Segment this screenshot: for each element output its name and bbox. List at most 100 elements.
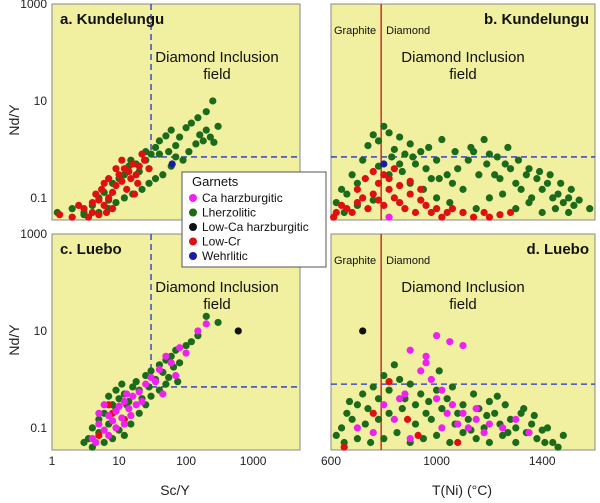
point-lherzolitic [427,175,435,183]
series-low-ca-harzburgitic [234,327,242,335]
y-tick-label: 1000 [20,0,47,11]
point-lherzolitic [491,171,499,179]
point-low-cr [343,205,351,213]
point-lherzolitic [175,359,184,367]
point-lherzolitic [525,165,533,173]
point-lherzolitic [332,431,340,440]
point-ca-harzburgitic [115,402,123,410]
point-lherzolitic [409,153,417,161]
y-axis-label-top: Nd/Y [6,104,22,136]
point-ca-harzburgitic [525,428,533,437]
point-low-cr [364,205,372,213]
point-lherzolitic [446,198,454,207]
panel-c: 1000 10 0.1 1 10 100 1000 c. Luebo Diamond Inclu… [20,227,301,468]
point-lherzolitic [209,97,217,105]
point-lherzolitic [535,167,544,176]
diamond-label: Diamond [386,25,430,37]
point-low-cr [102,208,111,217]
point-lherzolitic [506,165,515,173]
point-lherzolitic [543,179,552,187]
point-lherzolitic [380,371,388,380]
y-tick-label: 0.1 [30,191,47,205]
point-lherzolitic [406,140,414,148]
point-ca-harzburgitic [147,373,155,382]
point-ca-harzburgitic [443,409,451,417]
point-lherzolitic [337,424,346,432]
point-lherzolitic [433,156,441,164]
point-lherzolitic [448,383,457,391]
point-lherzolitic [499,431,507,440]
point-lherzolitic [343,409,351,417]
point-lherzolitic [167,126,175,134]
point-lherzolitic [179,156,187,164]
point-low-cr [485,213,493,221]
point-lherzolitic [425,397,433,406]
point-lherzolitic [162,132,170,140]
point-low-cr [80,205,88,213]
point-lherzolitic [398,167,406,176]
point-lherzolitic [388,153,396,161]
point-lherzolitic [393,428,401,437]
point-low-cr [140,156,149,164]
point-ca-harzburgitic [427,375,435,384]
legend-title: Garnets [192,174,239,189]
panel-a: 1000 10 0.1 a. Kundelungu Diamond Inclusionf… [20,0,301,221]
point-lherzolitic [364,405,372,413]
point-low-cr [330,213,338,221]
point-low-cr [98,185,106,193]
point-low-cr [396,181,404,190]
point-lherzolitic [202,126,210,134]
panel-title: c. Luebo [60,241,122,258]
point-low-cr [361,175,369,183]
point-ca-harzburgitic [129,392,137,400]
point-lherzolitic [172,153,180,161]
point-lherzolitic [520,405,528,413]
x-tick-label: 100 [176,454,196,468]
point-lherzolitic [559,431,567,440]
point-ca-harzburgitic [433,395,441,403]
point-lherzolitic [411,401,420,409]
y-tick-label: 10 [34,324,48,338]
point-low-cr [438,213,446,221]
point-lherzolitic [359,390,367,398]
x-tick-label: 1 [49,454,56,468]
point-ca-harzburgitic [123,390,131,398]
point-lherzolitic [565,208,573,217]
point-ca-harzburgitic [120,397,128,406]
legend-box [181,171,327,268]
point-lherzolitic [525,198,533,207]
point-ca-harzburgitic [167,359,175,367]
point-lherzolitic [433,194,441,202]
point-low-cr [443,208,451,217]
point-lherzolitic [192,140,200,148]
point-lherzolitic [546,171,554,179]
point-low-cr [132,171,140,179]
point-lherzolitic [459,401,467,409]
point-ca-harzburgitic [159,390,167,398]
point-low-cr [145,165,153,173]
point-lherzolitic [167,352,175,360]
point-lherzolitic [512,205,520,213]
point-lherzolitic [199,137,207,145]
point-lherzolitic [135,409,143,417]
point-lherzolitic [570,201,578,210]
graphite-label: Graphite [334,255,376,267]
point-lherzolitic [533,175,541,183]
point-lherzolitic [549,438,557,447]
point-lherzolitic [438,405,446,413]
point-low-cr [112,165,120,173]
point-low-cr [105,175,113,183]
point-lherzolitic [120,431,128,440]
point-low-cr [385,175,393,183]
legend-label-lherzolitic: Lherzolitic [202,206,256,220]
point-ca-harzburgitic [95,420,103,428]
point-lherzolitic [575,196,583,204]
panel-title: b. Kundelungu [484,11,589,28]
point-low-cr [56,211,64,219]
point-ca-harzburgitic [202,320,210,328]
point-low-cr [390,165,398,173]
point-lherzolitic [374,395,383,403]
point-lherzolitic [165,373,173,382]
y-tick-label: 1000 [20,227,47,241]
point-lherzolitic [459,185,467,193]
